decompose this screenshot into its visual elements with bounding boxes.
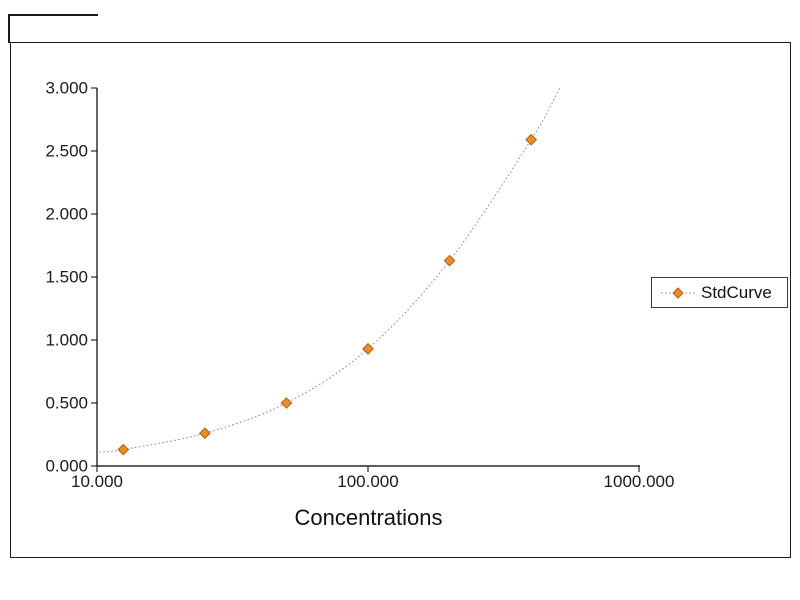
stdcurve-point: [443, 254, 456, 267]
x-tick-label: 100.000: [337, 472, 398, 491]
chart-frame: [10, 42, 791, 558]
y-tick-label: 2.500: [45, 142, 88, 161]
y-tick-label: 0.000: [45, 457, 88, 476]
stdcurve-point: [198, 427, 211, 440]
x-tick-label: 10.000: [71, 472, 123, 491]
stdcurve-point: [117, 443, 130, 456]
x-axis-title: Concentrations: [294, 505, 443, 530]
stdcurve-line: [99, 87, 561, 453]
y-tick-label: 0.500: [45, 394, 88, 413]
y-tick-label: 1.500: [45, 268, 88, 287]
legend-box: StdCurve: [651, 277, 788, 308]
frame-artifact-left-line: [8, 14, 10, 43]
legend-diamond-icon: [672, 286, 684, 299]
y-tick-label: 3.000: [45, 79, 88, 98]
legend-label: StdCurve: [701, 282, 772, 302]
legend-key-icon: [661, 286, 695, 299]
stdcurve-point: [280, 397, 293, 409]
x-tick-label: 1000.000: [604, 472, 675, 491]
y-tick-label: 1.000: [45, 331, 88, 350]
frame-artifact-top-line: [8, 14, 98, 16]
stdcurve-point: [362, 342, 374, 355]
stdcurve-point: [525, 133, 538, 146]
y-tick-label: 2.000: [45, 205, 88, 224]
